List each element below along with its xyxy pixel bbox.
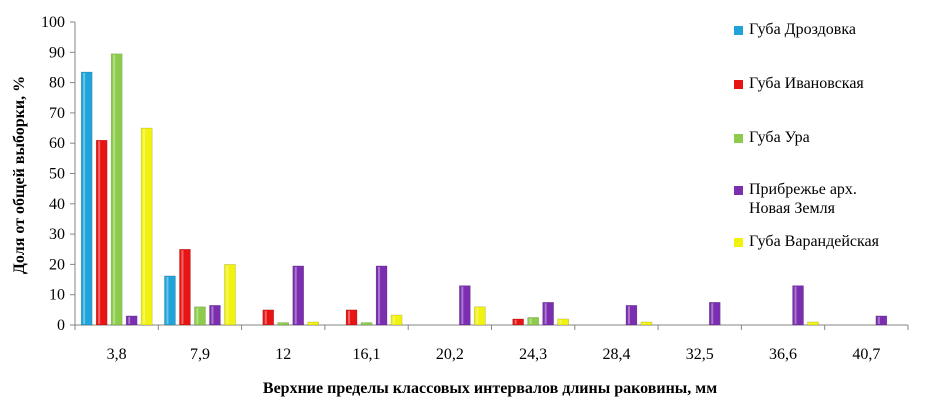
bar xyxy=(375,265,388,326)
bar-highlight xyxy=(196,307,199,324)
y-tick-label: 20 xyxy=(49,256,65,273)
legend-label: Губа Варандейская xyxy=(749,233,880,250)
x-tick-label: 7,9 xyxy=(190,346,210,363)
legend-label: Губа Ура xyxy=(749,129,810,146)
y-tick-label: 50 xyxy=(49,166,65,183)
y-tick-label: 60 xyxy=(49,135,65,152)
y-tick-label: 40 xyxy=(49,196,65,213)
y-tick-label: 100 xyxy=(41,14,65,31)
bar xyxy=(164,275,176,326)
bar xyxy=(709,302,721,326)
bar-highlight xyxy=(166,276,169,324)
bars xyxy=(80,53,888,326)
legend-swatch xyxy=(734,238,743,247)
bar-highlight xyxy=(877,316,880,324)
bar-highlight xyxy=(211,306,214,324)
y-axis: 0 10 20 30 40 50 60 70 80 90 100 xyxy=(41,14,76,334)
legend-swatch xyxy=(734,80,743,89)
legend-label: Прибрежье арх. Новая Земля xyxy=(749,181,857,217)
bar-highlight xyxy=(514,319,517,324)
x-tick-label: 36,6 xyxy=(769,346,797,363)
bar xyxy=(625,305,638,326)
x-axis-label: Верхние пределы классовых интервалов дли… xyxy=(263,380,717,397)
bar-highlight xyxy=(348,310,351,324)
legend-swatch xyxy=(734,186,743,195)
bar-highlight xyxy=(181,250,184,324)
y-tick-label: 10 xyxy=(49,287,65,304)
bar-highlight xyxy=(642,322,645,324)
x-tick-label: 16,1 xyxy=(353,346,381,363)
bar xyxy=(80,71,93,326)
x-tick-label: 24,3 xyxy=(519,346,547,363)
bar xyxy=(345,309,358,326)
legend-label: Губа Ивановская xyxy=(749,75,864,92)
bar xyxy=(360,322,373,326)
bar xyxy=(792,285,804,326)
bar-highlight xyxy=(309,322,312,324)
bar xyxy=(807,321,819,326)
bar-highlight xyxy=(544,303,547,324)
bar-highlight xyxy=(294,266,297,324)
bar xyxy=(209,305,221,326)
bar xyxy=(262,309,274,326)
bar xyxy=(557,318,569,326)
bar xyxy=(179,249,191,326)
bar-highlight xyxy=(711,303,714,324)
bar-highlight xyxy=(226,265,229,324)
y-axis-label: Доля от общей выборки, % xyxy=(11,76,28,274)
bar xyxy=(640,321,653,326)
bar xyxy=(307,321,319,326)
bar xyxy=(527,317,539,326)
x-tick-label: 12 xyxy=(275,346,291,363)
x-tick-label: 20,2 xyxy=(436,346,464,363)
bar xyxy=(542,302,554,326)
bar xyxy=(512,318,524,326)
bar xyxy=(875,315,888,326)
bar-highlight xyxy=(98,141,101,324)
bar xyxy=(125,315,138,326)
legend-label: Губа Дроздовка xyxy=(749,21,856,38)
bar-highlight xyxy=(809,322,812,324)
bar-highlight xyxy=(128,316,131,324)
bar-highlight xyxy=(476,307,479,324)
y-tick-label: 90 xyxy=(49,44,65,61)
bar-highlight xyxy=(393,316,396,324)
bar-highlight xyxy=(143,129,146,324)
bar-highlight xyxy=(794,286,797,324)
x-tick-label: 28,4 xyxy=(602,346,630,363)
bar-highlight xyxy=(559,319,562,324)
legend-swatch xyxy=(734,134,743,143)
bar xyxy=(140,127,153,326)
y-tick-label: 70 xyxy=(49,105,65,122)
bar xyxy=(194,306,206,326)
x-tick-label: 40,7 xyxy=(852,346,880,363)
bar xyxy=(277,322,289,326)
bar xyxy=(95,139,108,326)
bar xyxy=(110,53,123,326)
bar-highlight xyxy=(627,306,630,324)
bar-highlight xyxy=(113,54,116,324)
bar xyxy=(292,265,304,326)
legend-swatch xyxy=(734,26,743,35)
bar xyxy=(224,264,236,326)
y-tick-label: 30 xyxy=(49,226,65,243)
x-tick-label: 32,5 xyxy=(686,346,714,363)
y-tick-label: 80 xyxy=(49,75,65,92)
bar-highlight xyxy=(529,318,532,324)
y-tick-label: 0 xyxy=(57,317,65,334)
bar xyxy=(474,306,486,326)
x-axis: 3,8 7,9 12 16,1 20,2 24,3 28,4 32,5 36,6 40,7 xyxy=(74,324,909,363)
bar-highlight xyxy=(83,72,86,325)
bar-highlight xyxy=(264,310,267,324)
bar xyxy=(459,285,471,326)
bar xyxy=(390,314,403,326)
bar-highlight xyxy=(378,266,381,324)
bar-highlight xyxy=(461,286,464,324)
x-tick-label: 3,8 xyxy=(107,346,127,363)
